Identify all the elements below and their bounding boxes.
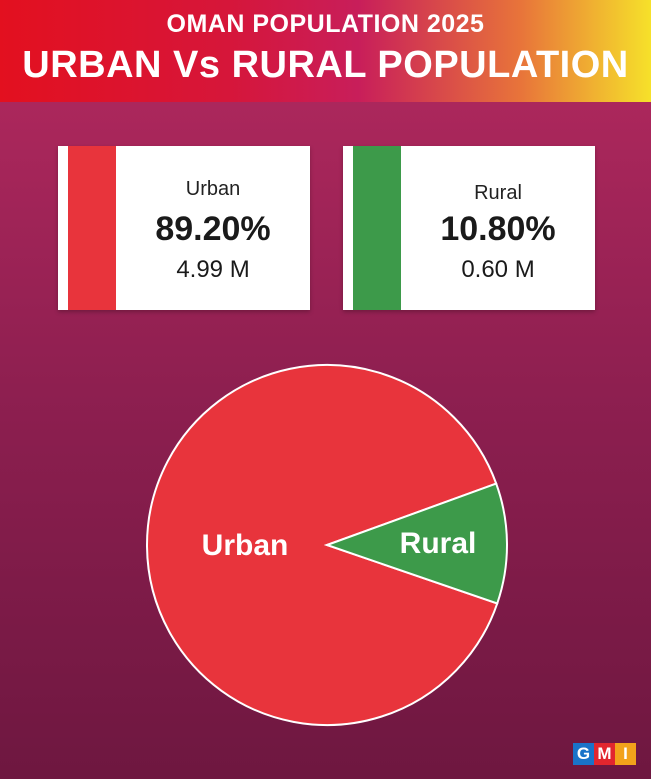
urban-card-percent: 89.20% (155, 210, 271, 248)
urban-color-swatch (68, 146, 116, 310)
rural-card-value: 0.60 M (461, 256, 535, 283)
rural-card-label: Rural (474, 182, 522, 204)
pie-label-rural: Rural (400, 527, 477, 560)
rural-card-percent: 10.80% (440, 210, 556, 248)
title-line-2: URBAN Vs RURAL POPULATION (22, 44, 629, 86)
pie-slice-urban (146, 364, 499, 726)
rural-stat-card: Rural 10.80% 0.60 M (343, 146, 595, 310)
urban-stat-card: Urban 89.20% 4.99 M (58, 146, 310, 310)
logo-letter-g: G (573, 743, 594, 765)
logo-letter-i: I (615, 743, 636, 765)
rural-color-swatch (353, 146, 401, 310)
title-line-1: OMAN POPULATION 2025 (166, 10, 485, 38)
urban-card-label: Urban (185, 178, 241, 200)
gmi-logo: G M I (573, 743, 637, 765)
pie-slice-rural (323, 482, 508, 605)
pie-label-urban: Urban (202, 529, 289, 562)
urban-card-value: 4.99 M (176, 256, 250, 283)
header-banner: OMAN POPULATION 2025 URBAN Vs RURAL POPU… (0, 0, 651, 102)
logo-letter-m: M (594, 743, 615, 765)
